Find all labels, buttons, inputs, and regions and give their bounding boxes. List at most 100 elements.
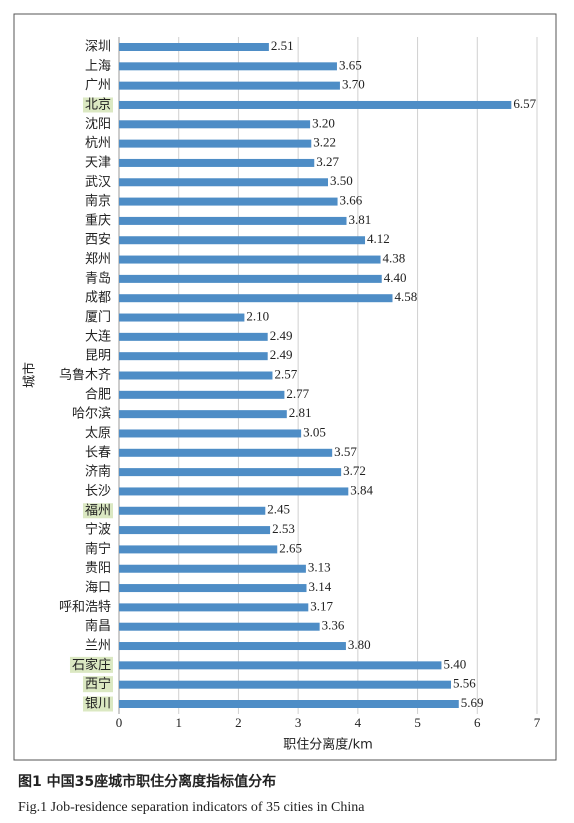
y-tick-label: 上海: [85, 59, 111, 74]
x-tick-label: 0: [116, 715, 123, 730]
bar: [119, 487, 349, 496]
value-label: 3.36: [322, 618, 345, 633]
y-tick-label: 北京: [85, 97, 111, 112]
value-label: 5.56: [453, 676, 476, 691]
value-label: 3.57: [334, 444, 357, 459]
x-tick-label: 6: [474, 715, 481, 730]
bar: [119, 313, 245, 322]
value-label: 3.22: [313, 135, 336, 150]
caption-cn: 图1 中国35座城市职住分离度指标值分布: [18, 773, 276, 790]
bar: [119, 139, 312, 148]
y-tick-label: 天津: [85, 155, 111, 170]
y-tick-label: 济南: [85, 464, 111, 480]
value-label: 3.81: [349, 212, 372, 227]
bar: [119, 661, 442, 670]
value-label: 3.14: [309, 579, 332, 594]
x-tick-label: 7: [534, 715, 541, 730]
bar: [119, 352, 268, 361]
value-label: 3.80: [348, 637, 371, 652]
y-tick-label: 大连: [85, 328, 111, 344]
y-tick-label: 哈尔滨: [72, 406, 111, 422]
bar: [119, 468, 342, 477]
value-label: 2.45: [267, 502, 290, 517]
x-tick-label: 2: [235, 715, 242, 730]
y-tick-label: 福州: [85, 503, 111, 518]
bar: [119, 178, 328, 187]
x-tick-label: 1: [175, 715, 182, 730]
bar: [119, 642, 346, 651]
value-label: 5.40: [443, 656, 466, 671]
x-tick-label: 5: [414, 715, 421, 730]
y-tick-label: 郑州: [85, 252, 111, 267]
value-label: 2.81: [289, 405, 312, 420]
y-tick-label: 成都: [85, 291, 111, 306]
value-label: 3.50: [330, 173, 353, 188]
value-label: 2.77: [286, 386, 309, 401]
y-tick-label: 重庆: [85, 212, 111, 228]
value-label: 3.72: [343, 463, 366, 478]
bar: [119, 429, 302, 438]
y-tick-label: 沈阳: [85, 117, 111, 132]
bar: [119, 255, 381, 264]
y-tick-label: 合肥: [85, 387, 111, 402]
y-tick-label: 贵阳: [85, 561, 111, 576]
bar: [119, 120, 311, 129]
y-tick-label: 西宁: [85, 676, 111, 692]
y-tick-label: 西安: [85, 233, 111, 248]
bar: [119, 506, 266, 515]
bar: [119, 197, 338, 206]
bar: [119, 62, 337, 71]
y-tick-label: 宁波: [85, 522, 111, 538]
value-label: 5.69: [461, 695, 484, 710]
y-tick-label: 武汉: [85, 175, 111, 190]
value-label: 3.70: [342, 77, 365, 92]
bar: [119, 371, 273, 380]
bar: [119, 100, 512, 109]
y-tick-label: 昆明: [85, 349, 111, 364]
y-tick-label: 长沙: [85, 484, 111, 499]
value-label: 3.13: [308, 560, 331, 575]
value-label: 2.53: [272, 521, 295, 536]
bar: [119, 603, 309, 612]
value-label: 4.40: [384, 270, 407, 285]
y-tick-label: 长春: [85, 445, 111, 460]
value-label: 3.65: [339, 57, 362, 72]
y-tick-label: 南昌: [85, 618, 111, 634]
y-tick-label: 海口: [85, 581, 111, 596]
chart-frame: [13, 13, 557, 761]
bar: [119, 43, 269, 51]
value-label: 4.38: [383, 251, 406, 266]
value-label: 6.57: [513, 96, 536, 111]
bar: [119, 216, 347, 225]
highlight: [82, 97, 113, 113]
highlight: [69, 656, 113, 673]
bar: [119, 526, 271, 535]
bar: [119, 390, 285, 399]
value-label: 3.05: [303, 424, 326, 439]
caption-en: Fig.1 Job-residence separation indicator…: [18, 800, 365, 815]
value-label: 3.20: [312, 115, 335, 130]
y-tick-label: 厦门: [85, 310, 111, 325]
bar: [119, 81, 340, 90]
highlight: [82, 696, 113, 712]
bar: [119, 564, 306, 573]
bar: [119, 622, 320, 631]
y-tick-label: 兰州: [85, 639, 111, 654]
value-label: 2.57: [274, 366, 297, 381]
bar: [119, 158, 315, 167]
bar: [119, 410, 287, 419]
bar: [119, 584, 307, 593]
x-tick-label: 3: [295, 715, 302, 730]
y-tick-label: 太原: [85, 426, 111, 441]
value-label: 2.49: [270, 347, 293, 362]
value-label: 2.65: [279, 540, 302, 555]
highlight: [82, 503, 113, 519]
y-tick-label: 石家庄: [72, 657, 111, 673]
bar: [119, 332, 268, 341]
y-tick-label: 广州: [85, 78, 111, 93]
y-tick-label: 呼和浩特: [59, 600, 111, 615]
value-label: 2.51: [271, 38, 294, 53]
bar: [119, 236, 366, 245]
value-label: 2.49: [270, 328, 293, 343]
